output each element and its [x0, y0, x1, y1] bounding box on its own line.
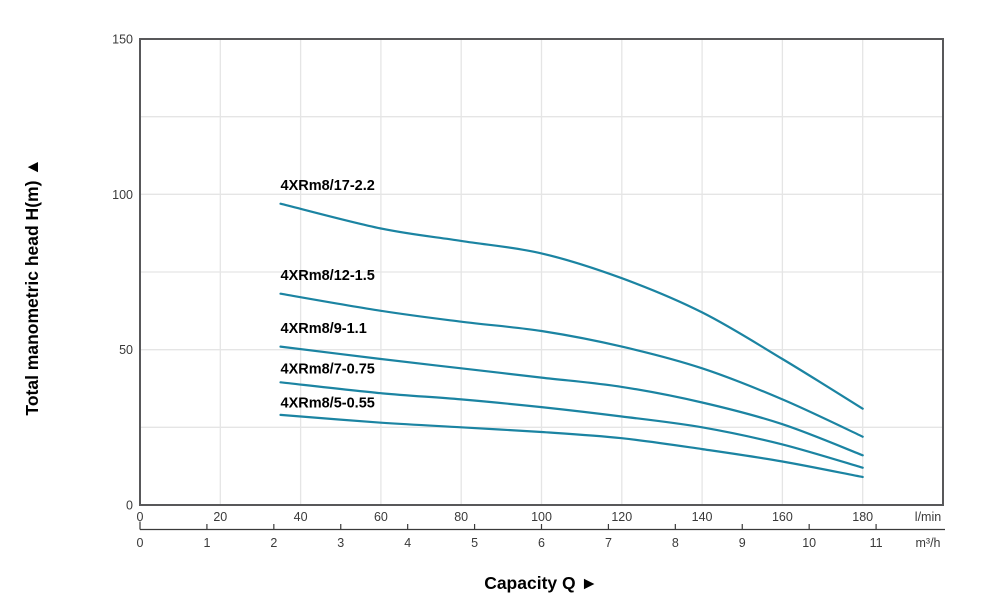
- y-tick-label: 0: [126, 499, 133, 513]
- pump-curve-2: [279, 345, 864, 457]
- x-tick-label-lmin: 180: [852, 510, 873, 524]
- pump-curves: [279, 202, 864, 479]
- y-tick-label: 150: [112, 33, 133, 47]
- x-tick-label-m3h: 4: [404, 536, 411, 550]
- x-tick-label-lmin: 160: [772, 510, 793, 524]
- x-tick-label-m3h: 11: [870, 536, 883, 550]
- x-tick-label-m3h: 9: [739, 536, 746, 550]
- curve-label-2: 4XRm8/9-1.1: [281, 321, 367, 337]
- curve-label-4: 4XRm8/5-0.55: [281, 395, 375, 411]
- x-axis-m3h: 0 1 2 3 4 5 6 7 8 9 10 11 m³/h: [137, 521, 945, 550]
- x-tick-label-lmin: 20: [213, 510, 227, 524]
- x-tick-label-lmin: 0: [137, 510, 144, 524]
- x-tick-label-m3h: 10: [802, 536, 816, 550]
- gridlines: [140, 39, 943, 505]
- pump-curve-3: [279, 381, 864, 469]
- pump-curve-1: [279, 292, 864, 438]
- x-tick-label-lmin: 120: [611, 510, 632, 524]
- x-tick-label-m3h: 6: [538, 536, 545, 550]
- curve-label-0: 4XRm8/17-2.2: [281, 178, 375, 194]
- x-tick-label-lmin: 60: [374, 510, 388, 524]
- x-tick-label-lmin: 80: [454, 510, 468, 524]
- x-tick-label-m3h: 2: [270, 536, 277, 550]
- x-tick-label-m3h: 5: [471, 536, 478, 550]
- curve-labels: 4XRm8/17-2.2 4XRm8/12-1.5 4XRm8/9-1.1 4XRm8…: [281, 178, 375, 411]
- y-axis-tick-labels: 0 50 100 150: [112, 33, 133, 513]
- y-tick-label: 100: [112, 188, 133, 202]
- pump-curve-0: [279, 202, 864, 410]
- x-axis-unit-m3h: m³/h: [916, 536, 941, 550]
- x-tick-label-m3h: 1: [203, 536, 210, 550]
- y-tick-label: 50: [119, 343, 133, 357]
- curve-label-3: 4XRm8/7-0.75: [281, 361, 375, 377]
- x-axis-title: Capacity Q ►: [484, 573, 598, 593]
- x-tick-label-lmin: 140: [692, 510, 713, 524]
- x-tick-label-lmin: 100: [531, 510, 552, 524]
- plot-frame: [139, 38, 944, 506]
- pump-curve-4: [279, 413, 864, 479]
- x-tick-label-lmin: 40: [294, 510, 308, 524]
- x-tick-label-m3h: 8: [672, 536, 679, 550]
- x-tick-label-m3h: 3: [337, 536, 344, 550]
- y-axis-title: Total manometric head H(m) ▲: [22, 158, 42, 415]
- curve-label-1: 4XRm8/12-1.5: [281, 268, 375, 284]
- x-tick-label-m3h: 0: [137, 536, 144, 550]
- x-tick-label-m3h: 7: [605, 536, 612, 550]
- x-axis-unit-lmin: l/min: [915, 510, 941, 524]
- x-axis-lmin-tick-labels: 0 20 40 60 80 100 120 140 160 180 l/min: [137, 510, 942, 524]
